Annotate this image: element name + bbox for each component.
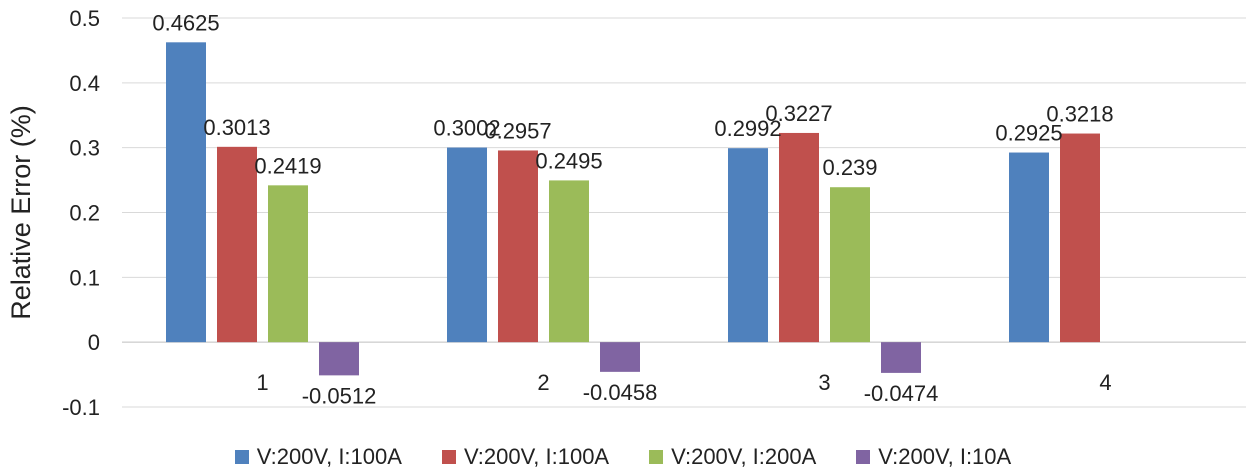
legend-label: V:200V, I:200A [671,443,817,469]
legend-swatch [649,449,664,464]
data-label: 0.2419 [254,153,321,178]
legend-swatch [441,449,456,464]
bar [1060,133,1100,343]
bar [217,146,257,343]
bar [728,148,768,343]
data-label: 0.3002 [433,116,500,141]
bar [600,342,640,372]
bar [881,342,921,373]
x-tick-label: 4 [1099,370,1111,395]
y-tick-label: -0.1 [62,395,100,420]
data-label: 0.2992 [714,116,781,141]
data-label: 0.2957 [484,118,551,143]
data-label: 0.2495 [535,148,602,173]
data-label: -0.0512 [302,383,377,408]
bar [166,42,206,343]
y-axis-ticks: -0.1 0 0.1 0.2 0.3 0.4 0.5 [62,6,100,420]
data-label: -0.0458 [583,380,658,405]
y-axis-title: Relative Error (%) [6,105,36,320]
data-label: 0.3218 [1046,102,1113,127]
bars [166,42,1100,376]
legend-label: V:200V, I:10A [878,443,1012,469]
data-label: 0.3227 [765,101,832,126]
legend-label: V:200V, I:100A [256,443,402,469]
bar [549,180,589,343]
legend-item: V:200V, I:100A [441,443,610,470]
bar [447,147,487,343]
bar [498,150,538,343]
x-tick-label: 1 [256,370,268,395]
x-tick-label: 3 [818,370,830,395]
gridlines [122,17,1246,408]
y-tick-label: 0.2 [69,201,100,226]
legend-label: V:200V, I:100A [463,443,610,469]
bar [268,185,308,343]
y-tick-label: 0.5 [69,6,100,31]
bar [779,132,819,343]
data-label: 0.2925 [995,121,1062,146]
legend-item: V:200V, I:100A [234,443,402,470]
y-tick-label: 0.4 [69,71,100,96]
data-label: -0.0474 [864,381,939,406]
bar [1009,152,1049,343]
legend: V:200V, I:100A V:200V, I:100A V:200V, I:20… [0,440,1246,473]
data-label: 0.3013 [203,115,270,140]
legend-swatch [856,449,871,464]
y-tick-label: 0.1 [69,265,100,290]
x-axis-ticks: 1 2 3 4 [256,370,1111,395]
y-tick-label: 0.3 [69,136,100,161]
legend-item: V:200V, I:200A [649,444,816,470]
data-labels: 0.4625 0.3002 0.2992 0.2925 0.3013 0.2957 0.32… [152,10,1113,408]
x-tick-label: 2 [537,370,549,395]
legend-swatch [234,449,249,464]
legend-item: V:200V, I:10A [856,444,1011,470]
y-tick-label: 0 [88,330,100,355]
bar [830,187,870,343]
data-label: 0.239 [822,155,877,180]
data-label: 0.4625 [152,10,219,35]
bar [319,342,359,376]
